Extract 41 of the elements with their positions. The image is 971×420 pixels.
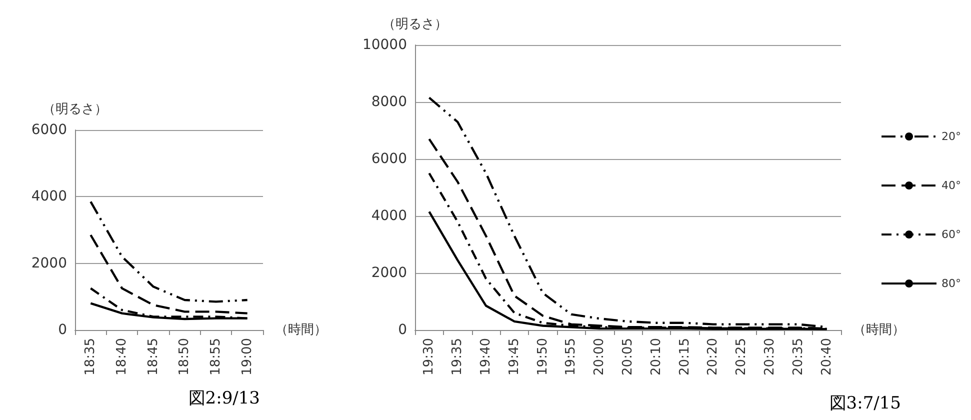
- x-tick-label: 20:30: [762, 338, 778, 376]
- legend-label: 20°: [942, 130, 962, 143]
- caption: 図3:7/15: [829, 394, 901, 414]
- y-tick-label: 2000: [31, 255, 67, 272]
- x-tick-label: 20:10: [648, 338, 664, 376]
- x-tick-label: 19:00: [240, 338, 255, 376]
- y-axis-title: （明るさ）: [382, 17, 448, 32]
- x-tick-label: 19:40: [478, 338, 494, 376]
- y-tick-label: 6000: [371, 151, 407, 167]
- x-tick-label: 18:55: [208, 338, 224, 376]
- x-tick-label: 20:25: [734, 338, 750, 376]
- x-axis-title: （時間）: [275, 322, 327, 338]
- y-tick-label: 6000: [31, 122, 67, 138]
- x-tick-label: 18:50: [177, 338, 192, 376]
- x-axis-title: （時間）: [853, 322, 905, 338]
- x-tick-label: 20:05: [620, 338, 636, 376]
- y-tick-label: 8000: [371, 94, 407, 110]
- x-tick-label: 20:40: [819, 338, 834, 376]
- y-tick-label: 10000: [362, 37, 407, 53]
- x-tick-label: 20:20: [706, 338, 721, 376]
- x-tick-label: 18:40: [114, 338, 130, 376]
- y-tick-label: 0: [398, 322, 407, 338]
- x-tick-label: 19:45: [506, 338, 522, 376]
- x-tick-label: 19:35: [450, 338, 466, 376]
- x-tick-label: 20:15: [677, 338, 692, 376]
- x-tick-label: 18:35: [83, 338, 98, 376]
- legend-label: 80°: [942, 277, 962, 290]
- y-tick-label: 4000: [371, 208, 407, 224]
- legend-label: 40°: [942, 179, 962, 192]
- x-tick-label: 19:50: [535, 338, 550, 376]
- x-tick-label: 20:00: [592, 338, 608, 376]
- y-tick-label: 2000: [371, 265, 407, 281]
- legend-label: 60°: [942, 228, 962, 241]
- x-tick-label: 19:55: [564, 338, 579, 376]
- x-tick-label: 19:30: [422, 338, 437, 376]
- y-axis-title: （明るさ）: [42, 102, 108, 117]
- caption: 図2:9/13: [188, 388, 260, 408]
- y-tick-label: 0: [58, 322, 67, 338]
- x-tick-label: 20:35: [790, 338, 806, 376]
- x-tick-label: 18:45: [146, 338, 161, 376]
- y-tick-label: 4000: [31, 188, 67, 205]
